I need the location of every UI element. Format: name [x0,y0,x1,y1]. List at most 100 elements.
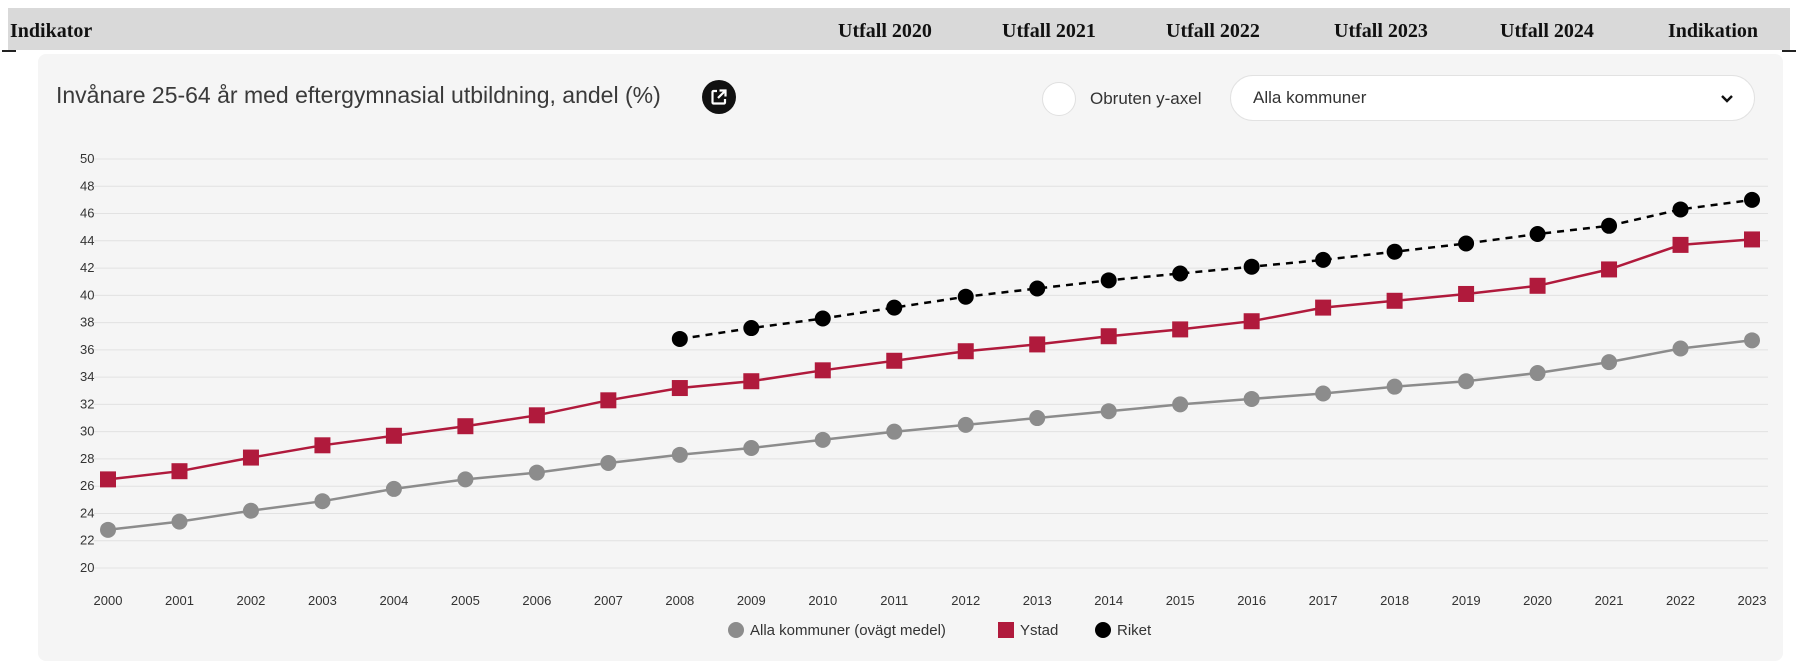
data-point[interactable] [743,440,760,457]
data-point[interactable] [1172,396,1189,413]
data-point[interactable] [1601,217,1618,234]
data-point[interactable] [1029,336,1046,353]
data-point[interactable] [1243,258,1260,275]
data-point[interactable] [1100,328,1117,345]
data-point[interactable] [886,299,903,316]
header-utfall-2024: Utfall 2024 [1500,20,1594,42]
data-point[interactable] [1529,225,1546,242]
data-point[interactable] [528,407,545,424]
data-point[interactable] [1029,280,1046,297]
data-point[interactable] [1601,261,1618,278]
data-point[interactable] [1529,365,1546,382]
data-point[interactable] [1744,231,1760,248]
data-point[interactable] [671,446,688,463]
data-point[interactable] [1744,332,1760,349]
data-point[interactable] [1243,390,1260,407]
data-point[interactable] [743,373,760,390]
data-point[interactable] [1315,385,1332,402]
chevron-down-icon [1721,95,1733,103]
x-tick-label: 2002 [236,593,265,608]
data-point[interactable] [1744,191,1760,208]
series-line-1 [107,238,1753,481]
data-point[interactable] [671,380,688,397]
x-tick-label: 2010 [808,593,837,608]
x-tick-label: 2012 [951,593,980,608]
data-point[interactable] [100,471,116,488]
y-tick-label: 30 [80,424,94,439]
data-point[interactable] [1529,277,1546,294]
data-point[interactable] [1172,265,1189,282]
data-point[interactable] [671,330,688,347]
data-point[interactable] [1315,251,1332,268]
data-point[interactable] [957,288,974,305]
x-tick-label: 2009 [737,593,766,608]
x-tick-label: 2018 [1380,593,1409,608]
x-tick-label: 2017 [1309,593,1338,608]
data-point[interactable] [1672,201,1689,218]
data-point[interactable] [171,513,188,530]
data-point[interactable] [314,437,331,454]
data-point[interactable] [1458,285,1475,302]
data-point[interactable] [1243,313,1260,330]
data-point[interactable] [528,464,545,481]
unbroken-y-axis-toggle[interactable] [1042,82,1076,116]
data-point[interactable] [957,416,974,433]
data-point[interactable] [1100,272,1117,289]
legend-swatch [1095,622,1111,638]
data-point[interactable] [1315,299,1332,316]
data-point[interactable] [1100,403,1117,420]
y-tick-label: 22 [80,533,94,548]
data-point[interactable] [1601,354,1618,371]
data-point[interactable] [886,352,903,369]
header-utfall-2022: Utfall 2022 [1166,20,1260,42]
x-tick-label: 2005 [451,593,480,608]
data-point[interactable] [242,502,259,519]
data-point[interactable] [957,343,974,360]
data-point[interactable] [1672,236,1689,253]
legend-label[interactable]: Alla kommuner (ovägt medel) [750,622,946,639]
data-point[interactable] [886,423,903,440]
data-point[interactable] [171,463,188,480]
legend-label[interactable]: Riket [1117,622,1152,639]
y-tick-label: 38 [80,315,94,330]
series-line-0 [107,339,1753,532]
open-external-button[interactable] [702,80,736,114]
x-tick-label: 2019 [1452,593,1481,608]
data-point[interactable] [457,471,474,488]
data-point[interactable] [1386,378,1403,395]
municipality-select-value: Alla kommuner [1253,88,1367,107]
data-point[interactable] [457,418,474,435]
data-point[interactable] [1386,243,1403,260]
data-point[interactable] [242,449,259,466]
data-point[interactable] [1029,410,1046,427]
data-point[interactable] [1672,340,1689,357]
data-point[interactable] [743,320,760,337]
data-point[interactable] [1172,321,1189,338]
y-tick-label: 50 [80,151,94,166]
x-tick-label: 2021 [1595,593,1624,608]
data-point[interactable] [1386,292,1403,309]
data-point[interactable] [814,310,831,327]
municipality-select[interactable]: Alla kommuner [1230,75,1755,121]
external-link-icon [711,89,727,105]
unbroken-y-axis-label: Obruten y-axel [1090,89,1202,108]
header-indikator: Indikator [10,20,93,42]
data-point[interactable] [100,521,116,538]
data-point[interactable] [600,455,617,472]
y-tick-label: 40 [80,287,94,302]
x-tick-label: 2014 [1094,593,1123,608]
data-point[interactable] [600,392,617,409]
data-point[interactable] [385,427,402,444]
y-tick-label: 46 [80,206,94,221]
data-point[interactable] [385,480,402,497]
data-point[interactable] [1458,373,1475,390]
legend-label[interactable]: Ystad [1020,622,1058,639]
x-tick-label: 2007 [594,593,623,608]
data-point[interactable] [314,493,331,510]
header-indikation: Indikation [1668,20,1759,42]
data-point[interactable] [814,431,831,448]
x-tick-label: 2008 [665,593,694,608]
data-point[interactable] [1458,235,1475,252]
data-point[interactable] [814,362,831,379]
